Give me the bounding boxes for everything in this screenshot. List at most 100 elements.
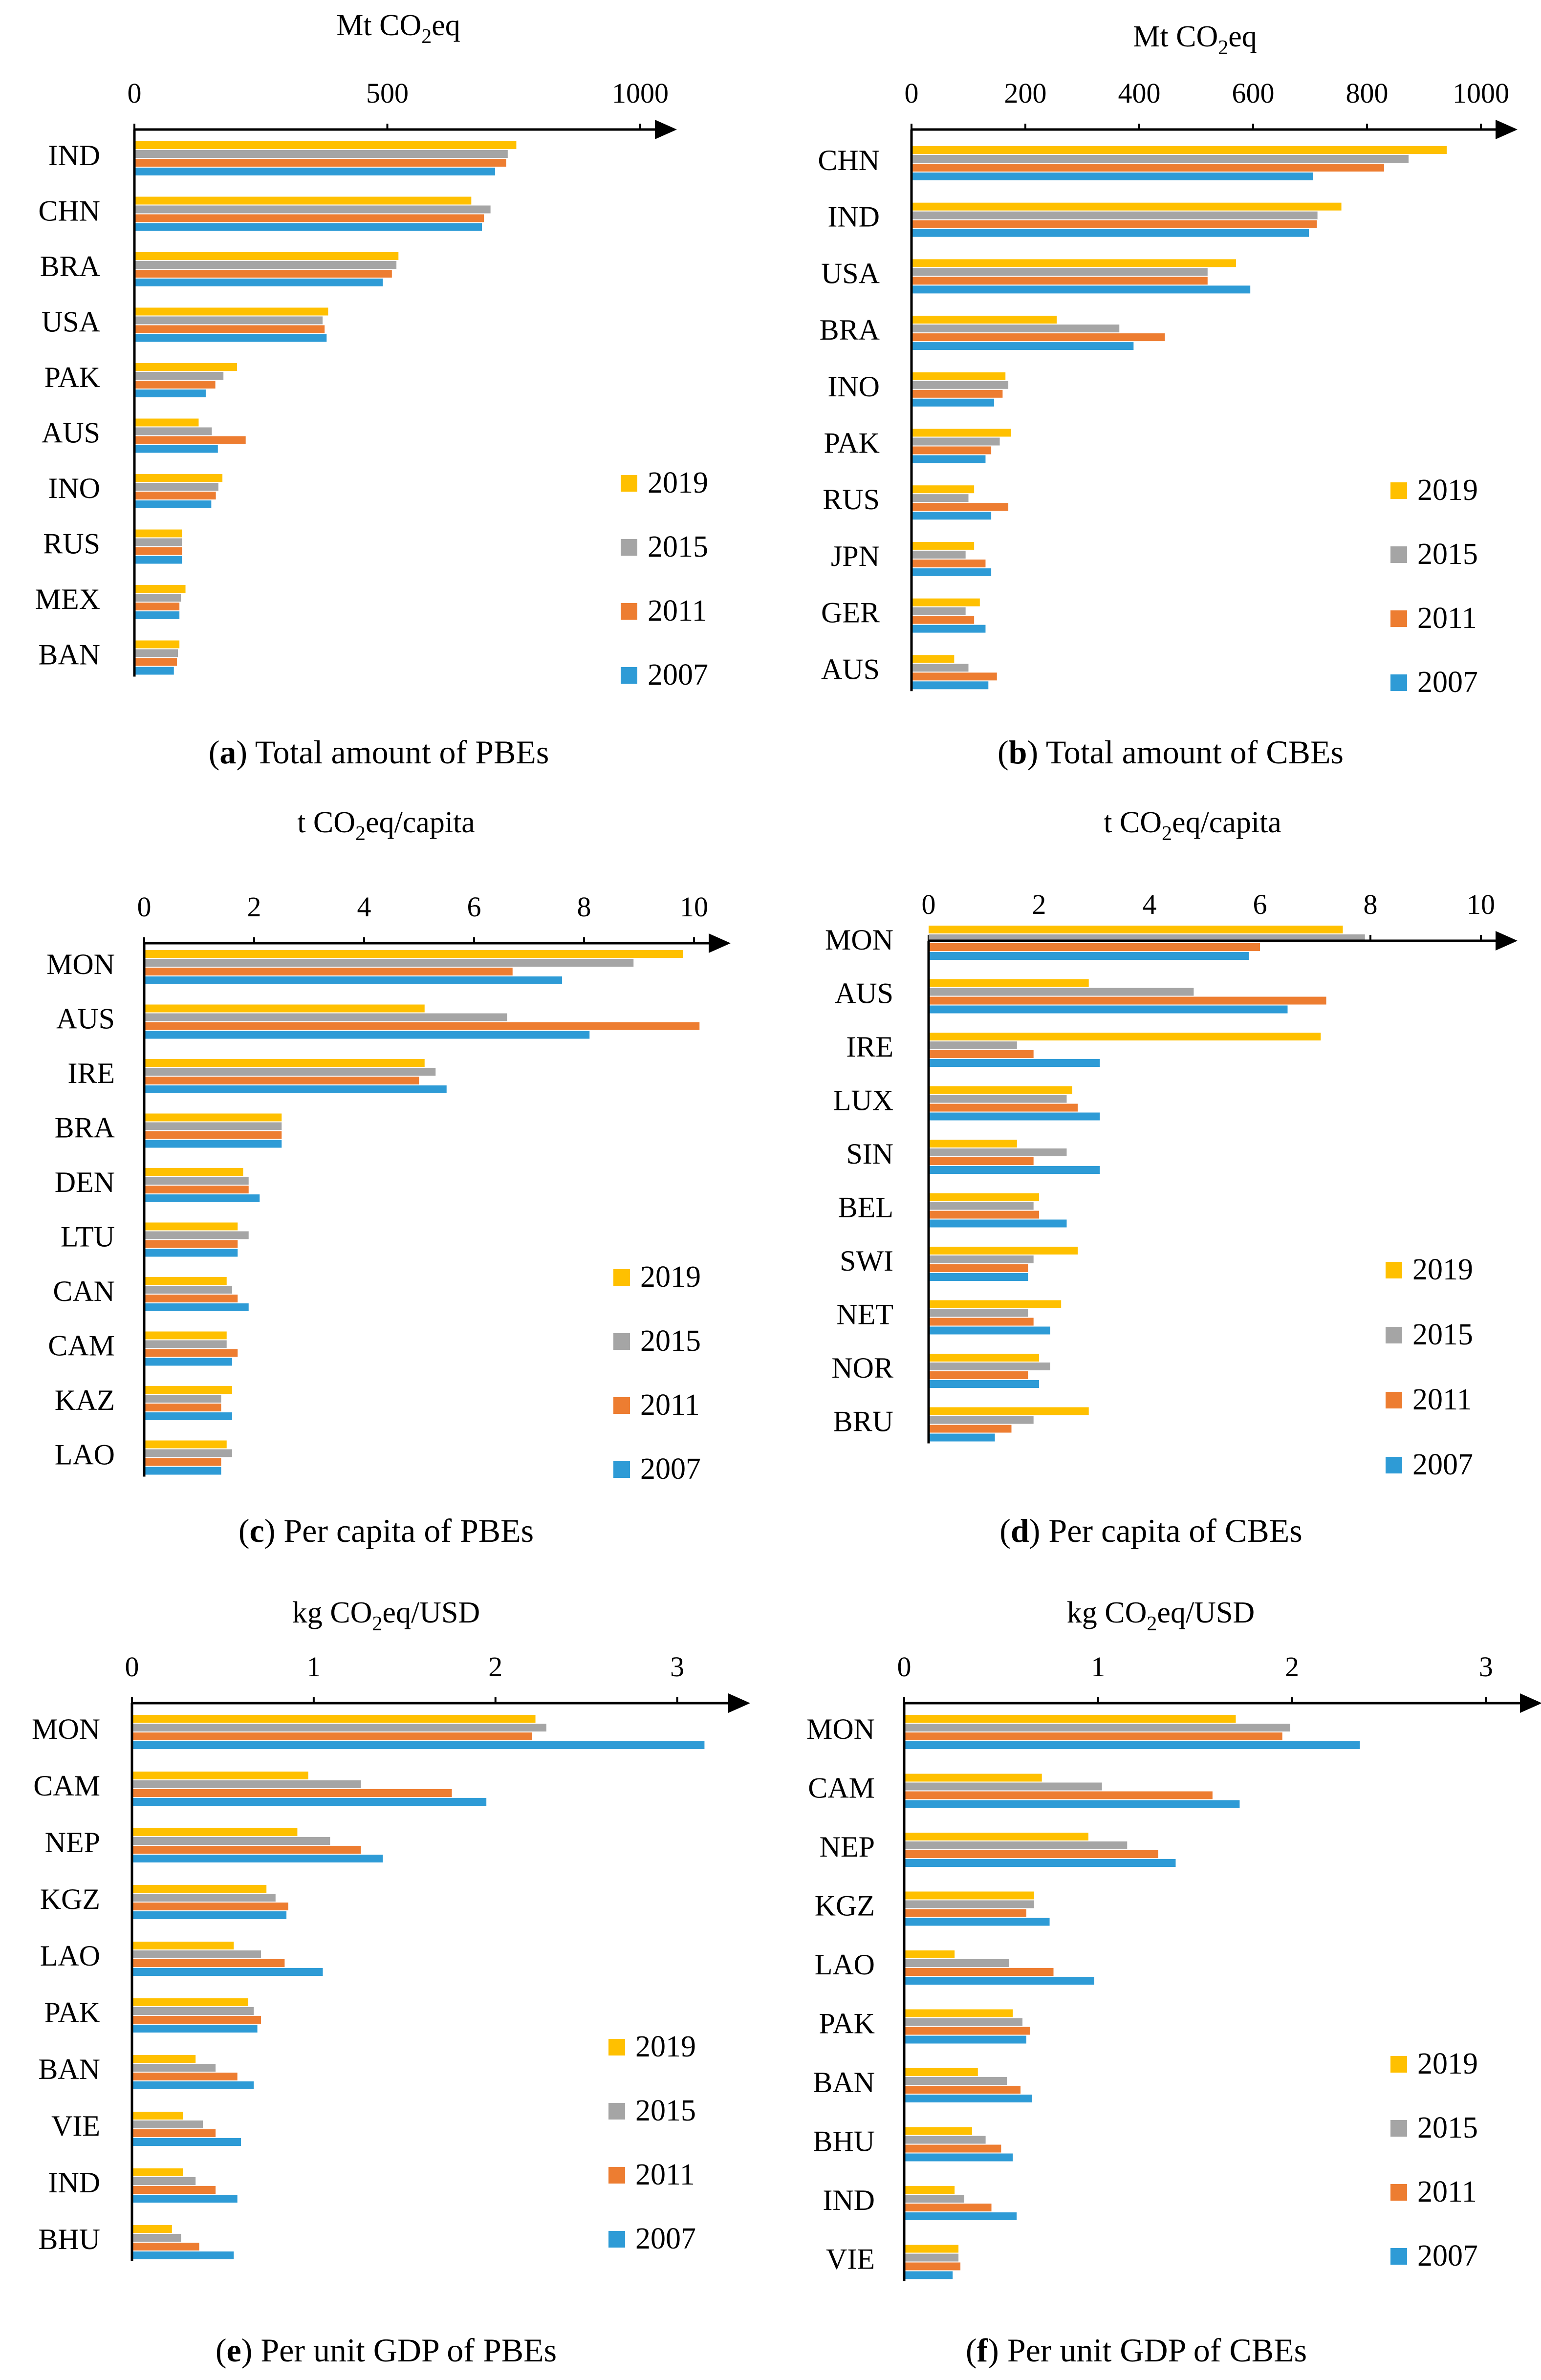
bar-2007-RUS xyxy=(134,556,182,564)
panel-f: kg CO2eq/USD 0 1 2 3 MON CAM NEP KGZ LAO PAK BAN BHU… xyxy=(806,1596,1541,2369)
bar-2007-BRU xyxy=(929,1433,995,1442)
legend-label: 2011 xyxy=(648,594,707,627)
category-label: BRA xyxy=(820,314,880,346)
category-label: CHN xyxy=(38,195,100,227)
bar-2015-IND xyxy=(134,150,508,158)
unit-title: Mt CO2eq xyxy=(336,9,460,48)
legend-label: 2015 xyxy=(1412,1318,1473,1351)
unit-title: kg CO2eq/USD xyxy=(1067,1596,1255,1635)
legend-label: 2011 xyxy=(1412,1383,1472,1416)
bar-2011-GER xyxy=(912,616,975,624)
category-label: LAO xyxy=(815,1948,875,1981)
x-tick-label: 3 xyxy=(670,1651,684,1683)
legend-swatch-2007 xyxy=(1390,2248,1407,2265)
bar-2019-LAO xyxy=(144,1440,227,1449)
x-tick-label: 2 xyxy=(488,1651,502,1683)
bar-2011-PAK xyxy=(132,2016,261,2024)
bar-2019-AUS xyxy=(144,1004,425,1013)
legend-swatch-2011 xyxy=(613,1397,630,1414)
bar-2011-LAO xyxy=(144,1458,221,1466)
bar-2007-USA xyxy=(134,334,327,342)
panel-caption: (a) Total amount of PBEs xyxy=(209,734,549,771)
legend-label: 2007 xyxy=(640,1452,701,1486)
bar-2015-BHU xyxy=(904,2136,986,2144)
x-tick-label: 1000 xyxy=(1453,77,1509,109)
bar-2011-KGZ xyxy=(132,1903,288,1910)
bar-2015-LTU xyxy=(144,1231,249,1239)
bar-2011-INO xyxy=(134,492,216,499)
category-label: MON xyxy=(32,1713,100,1745)
bar-2019-AUS xyxy=(912,655,955,663)
category-label: MON xyxy=(825,924,893,956)
bar-2015-GER xyxy=(912,607,966,615)
category-label: BHU xyxy=(813,2125,875,2158)
bar-2007-NET xyxy=(929,1326,1050,1335)
bar-2019-PAK xyxy=(904,2009,1013,2017)
bar-2007-KGZ xyxy=(904,1918,1050,1926)
bar-2019-MON xyxy=(144,950,683,958)
category-label: VIE xyxy=(826,2243,875,2275)
panel-e: kg CO2eq/USD 0 1 2 3 MON CAM NEP KGZ LAO PAK BAN VIE… xyxy=(32,1596,750,2369)
legend-swatch-2015 xyxy=(608,2103,625,2120)
bar-2019-BEL xyxy=(929,1193,1039,1201)
bar-2015-MEX xyxy=(134,594,181,602)
x-axis-arrow xyxy=(1520,1693,1541,1713)
bar-2019-PAK xyxy=(912,429,1011,437)
bar-2019-CAM xyxy=(132,1772,308,1779)
category-label: MON xyxy=(806,1713,875,1745)
bar-2007-IRE xyxy=(144,1085,447,1093)
x-tick-label: 600 xyxy=(1232,77,1275,109)
bar-2007-KGZ xyxy=(132,1911,287,1919)
bar-2015-IRE xyxy=(144,1068,436,1076)
legend-swatch-2015 xyxy=(613,1333,630,1350)
category-label: CAM xyxy=(48,1330,115,1362)
bar-2011-CAM xyxy=(132,1789,452,1797)
bar-2011-BRA xyxy=(144,1131,282,1139)
bar-2011-PAK xyxy=(134,381,216,389)
legend-label: 2007 xyxy=(1417,2239,1478,2272)
x-tick-label: 200 xyxy=(1004,77,1047,109)
category-label: INO xyxy=(48,472,100,504)
category-label: PAK xyxy=(44,1996,100,2029)
bar-2019-BRA xyxy=(144,1113,282,1122)
legend-swatch-2015 xyxy=(1386,1327,1402,1343)
bar-2007-INO xyxy=(134,500,212,508)
bar-2011-VIE xyxy=(904,2262,961,2271)
bar-2007-BHU xyxy=(132,2251,234,2259)
panel-d: t CO2eq/capita 0 2 4 6 8 10 MON AUS IRE LUX SIN BEL S… xyxy=(825,806,1518,1549)
bar-2007-CAM xyxy=(904,1800,1240,1808)
category-label: IND xyxy=(48,2166,100,2199)
x-axis-arrow xyxy=(1496,931,1518,951)
bar-2015-IND xyxy=(904,2195,964,2203)
legend-label: 2015 xyxy=(648,530,708,563)
bar-2015-KAZ xyxy=(144,1395,221,1403)
bar-2007-LUX xyxy=(929,1112,1100,1121)
bar-2019-MEX xyxy=(134,585,186,593)
bar-2019-SWI xyxy=(929,1247,1078,1255)
bar-2007-USA xyxy=(912,285,1251,294)
bar-2011-LTU xyxy=(144,1240,238,1248)
bar-2019-PAK xyxy=(132,1998,248,2006)
bar-2019-IRE xyxy=(144,1059,425,1067)
bar-2011-MON xyxy=(144,968,513,975)
unit-title: t CO2eq/capita xyxy=(1104,806,1281,845)
bar-2007-MEX xyxy=(134,611,180,619)
bar-2011-KGZ xyxy=(904,1909,1026,1917)
bar-2007-CHN xyxy=(134,223,482,231)
legend-label: 2019 xyxy=(1412,1253,1473,1286)
bar-2015-PAK xyxy=(912,437,1000,446)
bar-2007-IND xyxy=(912,229,1309,237)
bar-2011-RUS xyxy=(134,547,182,555)
bar-2019-IND xyxy=(904,2186,955,2194)
bar-2007-RUS xyxy=(912,512,992,520)
bar-2011-RUS xyxy=(912,503,1009,511)
category-label: SIN xyxy=(846,1138,893,1170)
category-label: CAM xyxy=(808,1772,875,1804)
category-label: CAM xyxy=(33,1770,100,1802)
category-label: KGZ xyxy=(815,1890,875,1922)
bar-2019-INO xyxy=(912,372,1006,380)
bar-2015-BAN xyxy=(132,2064,216,2072)
bar-2007-LAO xyxy=(904,1977,1094,1985)
legend-label: 2019 xyxy=(1417,474,1478,507)
bar-2015-IND xyxy=(912,211,1318,219)
